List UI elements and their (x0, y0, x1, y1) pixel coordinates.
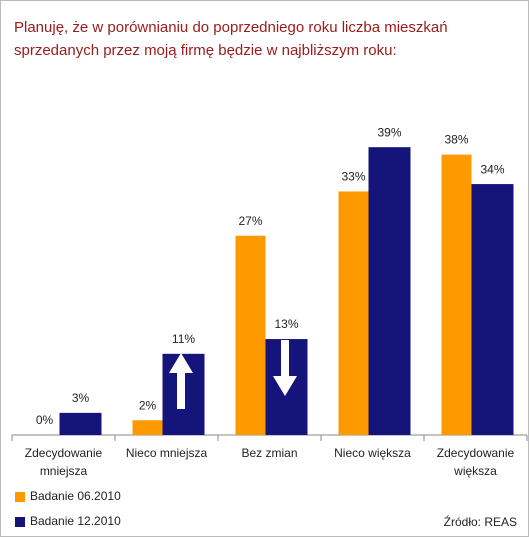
x-tick-label: Nieco mniejsza (125, 446, 208, 460)
source: Źródło: REAS (443, 515, 517, 529)
bar (132, 420, 163, 435)
value-label: 11% (172, 332, 195, 346)
x-tick-label: Zdecydowanie mniejsza (24, 446, 103, 478)
bar (59, 412, 102, 435)
value-label: 0% (36, 413, 54, 427)
x-tick-label: Nieco większa (334, 446, 411, 460)
legend-swatch (15, 517, 25, 527)
value-label: 34% (480, 162, 504, 176)
legend-label: Badanie 06.2010 (30, 489, 121, 503)
bar (368, 147, 411, 435)
down-arrow (273, 340, 297, 396)
up-arrow (169, 353, 193, 409)
value-label: 33% (341, 170, 365, 184)
arrows (169, 340, 297, 409)
bar (338, 191, 369, 435)
value-label: 13% (274, 317, 298, 331)
value-label: 27% (238, 214, 262, 228)
x-tick-label: Bez zmian (241, 446, 298, 460)
legend-swatch (15, 492, 25, 502)
chart-title: Planuję, że w porównianiu do poprzednieg… (14, 19, 448, 59)
bar (471, 184, 514, 435)
bar (235, 235, 266, 435)
x-tick-label: Zdecydowanie większa (436, 446, 515, 478)
value-label: 3% (72, 391, 90, 405)
bar (441, 154, 472, 435)
value-label: 2% (139, 398, 157, 412)
legend-label: Badanie 12.2010 (30, 514, 121, 528)
value-label: 39% (377, 125, 401, 139)
value-label: 38% (444, 133, 468, 147)
